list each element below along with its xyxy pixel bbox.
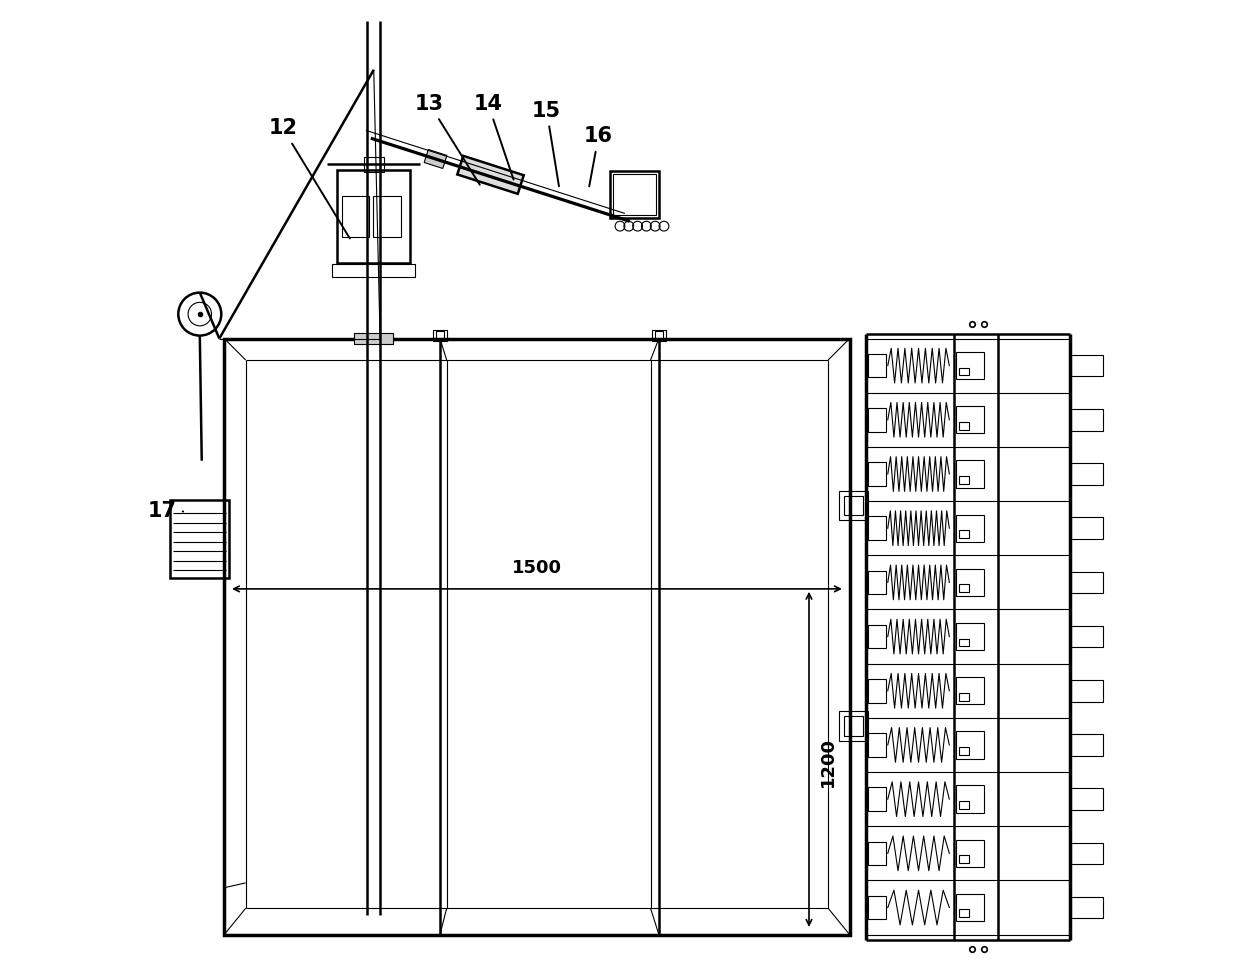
Text: 14: 14: [474, 94, 513, 179]
Bar: [1071, 680, 1102, 702]
Text: 12: 12: [268, 119, 350, 238]
Bar: [337, 170, 410, 263]
Bar: [959, 476, 968, 484]
Text: 17: 17: [148, 502, 184, 521]
Text: 16: 16: [584, 126, 613, 186]
Bar: [956, 623, 983, 651]
Polygon shape: [458, 156, 523, 194]
Bar: [959, 639, 968, 647]
Bar: [868, 842, 885, 865]
Bar: [332, 264, 415, 277]
Bar: [839, 491, 868, 520]
Bar: [956, 840, 983, 867]
Bar: [868, 625, 885, 649]
Bar: [868, 463, 885, 486]
Bar: [436, 330, 444, 338]
Bar: [613, 174, 656, 216]
Bar: [1071, 409, 1102, 430]
Bar: [839, 711, 868, 741]
Text: 15: 15: [532, 101, 562, 186]
Bar: [433, 329, 446, 341]
Bar: [959, 693, 968, 701]
Bar: [868, 679, 885, 703]
Bar: [959, 909, 968, 917]
Bar: [610, 172, 660, 219]
Bar: [956, 677, 983, 705]
Bar: [365, 157, 383, 172]
Bar: [959, 368, 968, 375]
Bar: [1071, 355, 1102, 376]
Text: 13: 13: [415, 94, 480, 184]
Bar: [959, 856, 968, 863]
Bar: [956, 406, 983, 433]
Bar: [956, 352, 983, 379]
Bar: [170, 500, 229, 578]
Bar: [843, 496, 863, 515]
Bar: [1071, 464, 1102, 485]
Bar: [956, 514, 983, 542]
Bar: [373, 196, 401, 237]
Bar: [843, 716, 863, 736]
Bar: [652, 329, 666, 341]
Bar: [956, 568, 983, 596]
Bar: [868, 354, 885, 377]
Bar: [355, 332, 393, 344]
Text: 1500: 1500: [512, 560, 562, 577]
Bar: [1071, 571, 1102, 593]
Bar: [224, 338, 849, 935]
Bar: [868, 516, 885, 540]
Bar: [1071, 517, 1102, 539]
Bar: [1071, 788, 1102, 810]
Bar: [959, 801, 968, 808]
Bar: [1071, 897, 1102, 918]
Bar: [959, 530, 968, 538]
Bar: [1071, 843, 1102, 864]
Bar: [655, 330, 663, 338]
Polygon shape: [424, 150, 446, 169]
Bar: [868, 570, 885, 594]
Bar: [959, 747, 968, 755]
Bar: [868, 896, 885, 919]
Bar: [1071, 734, 1102, 756]
Bar: [956, 894, 983, 921]
Bar: [1071, 626, 1102, 648]
Bar: [956, 786, 983, 812]
Bar: [956, 731, 983, 759]
Bar: [868, 788, 885, 810]
Bar: [956, 461, 983, 488]
Bar: [959, 584, 968, 592]
Bar: [868, 733, 885, 757]
Bar: [868, 408, 885, 431]
Text: 1200: 1200: [818, 737, 837, 787]
Bar: [959, 421, 968, 429]
Bar: [342, 196, 370, 237]
